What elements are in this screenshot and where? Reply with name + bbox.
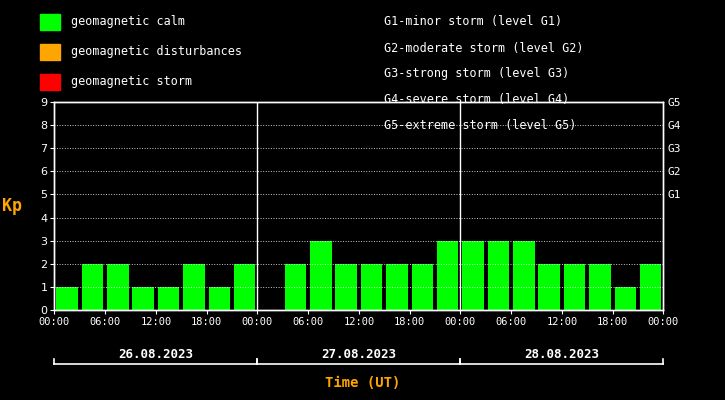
Bar	[183, 264, 204, 310]
Bar	[412, 264, 433, 310]
Text: G3-strong storm (level G3): G3-strong storm (level G3)	[384, 68, 570, 80]
Bar	[336, 264, 357, 310]
Text: Time (UT): Time (UT)	[325, 376, 400, 390]
Bar	[386, 264, 407, 310]
Bar	[640, 264, 661, 310]
Text: G2-moderate storm (level G2): G2-moderate storm (level G2)	[384, 42, 584, 54]
Bar	[133, 287, 154, 310]
Bar	[361, 264, 382, 310]
Text: G5-extreme storm (level G5): G5-extreme storm (level G5)	[384, 120, 576, 132]
Text: geomagnetic calm: geomagnetic calm	[71, 16, 185, 28]
Bar	[539, 264, 560, 310]
Bar	[615, 287, 636, 310]
Text: G4-severe storm (level G4): G4-severe storm (level G4)	[384, 94, 570, 106]
Bar	[234, 264, 255, 310]
Bar	[564, 264, 585, 310]
Bar	[285, 264, 306, 310]
Bar	[488, 241, 509, 310]
Text: 28.08.2023: 28.08.2023	[524, 348, 600, 360]
Bar	[310, 241, 331, 310]
Bar	[107, 264, 128, 310]
Text: 26.08.2023: 26.08.2023	[118, 348, 194, 360]
Text: geomagnetic disturbances: geomagnetic disturbances	[71, 46, 242, 58]
Text: G1-minor storm (level G1): G1-minor storm (level G1)	[384, 16, 563, 28]
Bar	[57, 287, 78, 310]
Bar	[463, 241, 484, 310]
Text: geomagnetic storm: geomagnetic storm	[71, 76, 192, 88]
Text: Kp: Kp	[1, 197, 22, 215]
Text: 27.08.2023: 27.08.2023	[321, 348, 397, 360]
Bar	[589, 264, 610, 310]
Bar	[437, 241, 458, 310]
Bar	[158, 287, 179, 310]
Bar	[209, 287, 230, 310]
Bar	[513, 241, 534, 310]
Bar	[82, 264, 103, 310]
